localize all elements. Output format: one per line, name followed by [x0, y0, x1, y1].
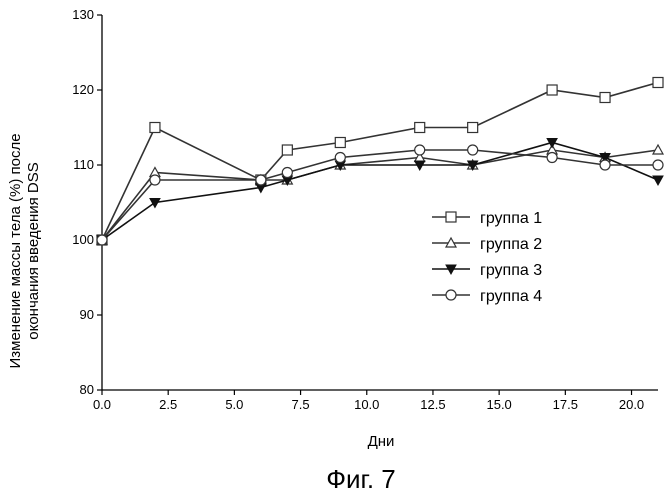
data-point	[651, 143, 665, 155]
legend-marker	[445, 264, 457, 276]
y-tick-label: 110	[73, 157, 94, 172]
legend-entry-2: группа 2	[432, 236, 542, 253]
series-line-1	[101, 81, 659, 241]
legend-label: группа 2	[480, 236, 542, 253]
data-point	[281, 144, 293, 156]
series-line-3	[101, 141, 659, 241]
x-tick-label: 17.5	[553, 397, 578, 412]
data-point	[149, 198, 161, 209]
legend-label: группа 3	[480, 262, 542, 279]
data-point	[414, 144, 426, 156]
legend-marker	[445, 289, 457, 301]
x-tick-label: 15.0	[486, 397, 511, 412]
chart-legend: группа 1 группа 2 группа 3 группа 4	[432, 210, 542, 305]
data-point	[96, 234, 108, 246]
data-point	[546, 138, 558, 149]
data-point	[466, 160, 479, 172]
series-line-4	[101, 149, 658, 241]
y-axis-label-line-2: окончания введения DSS	[25, 162, 42, 339]
data-point	[652, 175, 664, 187]
y-tick-label: 80	[80, 382, 94, 397]
data-point	[334, 136, 346, 149]
data-point	[149, 121, 161, 134]
y-tick-label: 120	[72, 82, 94, 97]
data-point	[414, 121, 426, 134]
series-group-3	[96, 138, 664, 247]
x-tick-label: 2.5	[159, 397, 177, 412]
x-tick-label: 20.0	[619, 397, 644, 412]
y-tick-label: 130	[72, 7, 94, 22]
data-point	[652, 159, 664, 171]
data-point	[467, 121, 479, 134]
chart-axes: 80 90 100 110 120 130 0.0 2.5 5.0 7.5 10.0 12.5 15.0…	[72, 7, 658, 412]
legend-entry-4: группа 4	[432, 288, 542, 305]
legend-entry-3: группа 3	[432, 262, 542, 279]
legend-marker	[445, 211, 457, 223]
y-tick-label: 100	[72, 232, 94, 247]
x-tick-label: 0.0	[93, 397, 111, 412]
data-point	[255, 174, 267, 186]
figure-caption: Фиг. 7	[326, 464, 396, 494]
legend-label: группа 4	[480, 288, 542, 305]
x-tick-label: 12.5	[420, 397, 445, 412]
series-group-2	[95, 143, 665, 245]
data-point	[334, 151, 346, 164]
x-tick-label: 10.0	[354, 397, 379, 412]
data-point	[599, 91, 611, 104]
y-axis-label-line-1: Изменение массы тела (%) после	[7, 133, 24, 368]
series-group-4	[96, 144, 664, 246]
data-point	[652, 76, 664, 89]
data-point	[467, 144, 479, 156]
data-point	[546, 84, 558, 96]
x-tick-label: 5.0	[225, 397, 243, 412]
x-tick-label: 7.5	[292, 397, 310, 412]
chart-series-layer	[95, 76, 665, 247]
data-point	[149, 174, 161, 186]
series-line-2	[101, 149, 659, 241]
y-tick-label: 90	[80, 307, 94, 322]
data-point	[281, 166, 293, 179]
data-point	[599, 153, 611, 164]
legend-entry-1: группа 1	[432, 210, 542, 227]
x-axis-label: Дни	[368, 433, 395, 450]
legend-marker	[444, 236, 458, 248]
data-point	[599, 159, 611, 171]
data-point	[546, 151, 558, 164]
data-point	[413, 160, 426, 172]
legend-label: группа 1	[480, 210, 542, 227]
